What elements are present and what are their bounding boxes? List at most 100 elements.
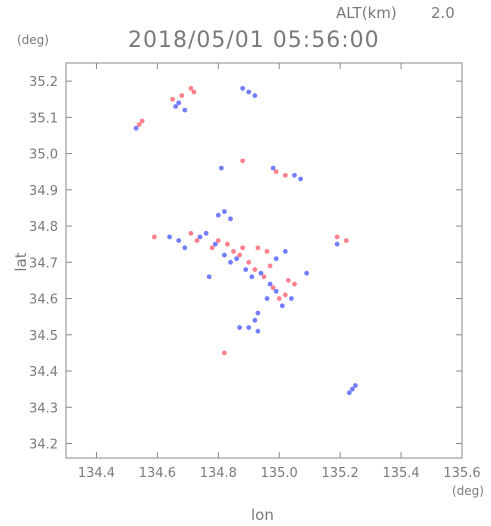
red-echo-point: [179, 93, 185, 99]
x-tick-label: 134.4: [78, 466, 115, 481]
blue-echo-point: [222, 252, 227, 258]
red-echo-point: [267, 263, 273, 269]
altitude-value: 2.0: [431, 4, 455, 22]
blue-echo-point: [237, 325, 243, 330]
red-echo-point: [188, 85, 194, 91]
chart-title: 2018/05/01 05:56:00: [128, 28, 380, 53]
x-tick-label: 134.6: [139, 466, 176, 481]
y-tick-label: 34.5: [29, 329, 58, 344]
red-echo-point: [151, 234, 157, 240]
blue-echo-point: [346, 390, 352, 396]
red-echo-point: [343, 238, 349, 243]
blue-echo-point: [292, 172, 297, 178]
red-echo-point: [170, 96, 176, 102]
blue-echo-point: [176, 100, 182, 106]
y-tick-label: 34.9: [29, 184, 58, 199]
y-tick-label: 35.0: [29, 148, 58, 163]
red-echo-point: [188, 230, 194, 236]
red-echo-point: [270, 285, 276, 291]
blue-echo-point: [228, 259, 233, 265]
blue-echo-point: [334, 241, 340, 247]
red-echo-point: [237, 252, 243, 258]
red-echo-point: [231, 249, 236, 254]
red-echo-point: [276, 296, 282, 301]
red-echo-point: [261, 274, 267, 280]
blue-echo-point: [270, 165, 276, 171]
blue-echo-point: [255, 328, 261, 334]
blue-echo-point: [273, 288, 279, 294]
blue-echo-point: [279, 303, 285, 309]
red-echo-point: [209, 245, 215, 251]
blue-echo-point: [273, 256, 279, 262]
blue-echo-point: [234, 256, 239, 262]
blue-echo-point: [218, 165, 224, 171]
red-echo-point: [264, 249, 270, 254]
red-echo-point: [191, 89, 197, 95]
blue-echo-point: [304, 270, 310, 276]
blue-echo-point: [215, 212, 221, 218]
x-tick-label: 135.0: [261, 466, 298, 481]
y-tick-label: 35.1: [29, 111, 58, 126]
x-tick-label: 135.6: [443, 466, 480, 481]
y-tick-label: 34.2: [29, 438, 58, 453]
red-echo-point: [252, 267, 258, 272]
red-echo-point: [240, 158, 246, 164]
red-echo-point: [215, 238, 221, 243]
blue-echo-point: [176, 238, 182, 243]
x-unit-label: (deg): [452, 484, 484, 498]
blue-echo-point: [133, 125, 139, 131]
x-tick-label: 134.8: [200, 466, 237, 481]
red-echo-point: [240, 245, 246, 251]
red-echo-point: [282, 172, 288, 178]
red-echo-point: [136, 122, 142, 128]
x-tick-label: 135.2: [322, 466, 359, 481]
y-tick-label: 35.2: [29, 75, 58, 90]
blue-echo-point: [246, 89, 252, 95]
y-tick-label: 34.4: [29, 365, 58, 380]
x-axis-label: lon: [251, 506, 274, 521]
blue-echo-point: [173, 104, 179, 109]
blue-echo-point: [349, 386, 355, 392]
blue-echo-point: [249, 274, 255, 280]
altitude-label: ALT(km): [336, 4, 397, 22]
red-echo-point: [285, 278, 291, 283]
red-echo-point: [334, 234, 340, 240]
red-echo-point: [282, 292, 288, 298]
blue-echo-point: [182, 107, 188, 113]
echo-points: [133, 85, 358, 396]
blue-echo-point: [228, 216, 233, 222]
red-echo-point: [194, 238, 200, 243]
axes: 134.4 134.6 134.8 135.0 135.2 135.4 135.6 34.2 3…: [29, 62, 481, 481]
red-echo-point: [246, 259, 252, 265]
blue-echo-point: [212, 241, 218, 247]
red-echo-point: [139, 118, 145, 124]
blue-echo-point: [289, 296, 294, 301]
blue-echo-point: [167, 234, 172, 240]
blue-echo-point: [206, 274, 212, 280]
red-echo-point: [225, 241, 230, 247]
blue-echo-point: [252, 317, 258, 323]
blue-echo-point: [243, 267, 249, 272]
red-echo-point: [273, 169, 279, 175]
red-echo-point: [222, 350, 227, 356]
y-tick-label: 34.6: [29, 293, 58, 308]
blue-echo-point: [298, 176, 303, 182]
blue-echo-point: [258, 270, 264, 276]
y-tick-label: 34.3: [29, 401, 58, 416]
blue-echo-point: [352, 383, 358, 388]
y-axis-label: lat: [12, 252, 30, 271]
y-tick-label: 34.8: [29, 220, 58, 235]
blue-echo-point: [267, 281, 273, 287]
blue-echo-point: [264, 296, 270, 301]
blue-echo-point: [282, 249, 288, 254]
blue-echo-point: [197, 234, 203, 240]
y-tick-label: 34.7: [29, 256, 58, 271]
x-tick-label: 135.4: [382, 466, 419, 481]
blue-echo-point: [255, 310, 261, 316]
blue-echo-point: [246, 325, 252, 330]
blue-echo-point: [252, 93, 258, 99]
y-unit-label: (deg): [17, 33, 49, 47]
red-echo-point: [292, 281, 297, 287]
